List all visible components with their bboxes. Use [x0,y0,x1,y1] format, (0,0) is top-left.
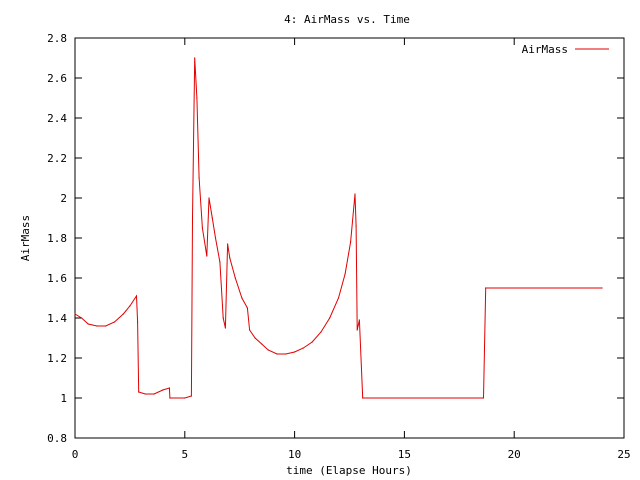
data-point [285,353,287,355]
data-point [302,347,304,349]
data-point [169,397,171,399]
data-point [135,295,138,297]
data-point [196,97,198,99]
y-axis: 0.8 1 1.2 1.4 1.6 1.8 2 2.2 2.4 2.6 2.8 [47,32,624,445]
data-point [362,397,364,399]
data-point [122,313,124,315]
y-tick-label: 1.2 [47,352,67,365]
data-point [162,389,164,391]
x-tick-label: 10 [288,448,301,461]
y-axis-label: AirMass [19,215,32,261]
data-point [168,387,170,389]
series-points-airmass [74,57,603,399]
x-axis: 0 5 10 15 20 25 [72,38,631,461]
y-tick-label: 2 [60,192,67,205]
data-point [129,305,131,307]
x-tick-label: 15 [398,448,411,461]
y-tick-label: 1 [60,392,67,405]
data-point [138,391,140,393]
data-point [344,273,346,275]
data-point [267,349,269,351]
data-point [358,319,360,321]
legend: AirMass [522,43,609,56]
data-point [81,317,83,319]
data-point [356,329,358,331]
data-point [482,397,485,399]
data-point [219,261,221,263]
data-point [144,393,146,395]
chart-title: 4: AirMass vs. Time [284,13,410,26]
data-point [87,323,89,325]
data-point [74,313,76,315]
legend-label-airmass: AirMass [522,43,568,56]
y-tick-label: 1.6 [47,272,67,285]
plot-frame [74,37,625,439]
data-point [249,329,251,331]
data-point [350,241,352,243]
data-point [254,337,256,339]
x-tick-label: 25 [617,448,630,461]
y-tick-label: 1.8 [47,232,67,245]
y-tick-label: 2.4 [47,112,67,125]
x-axis-label: time (Elapse Hours) [286,464,412,477]
data-point [201,227,203,229]
data-point [294,351,296,353]
y-tick-label: 2.2 [47,152,67,165]
x-tick-label: 5 [181,448,188,461]
data-point [276,353,278,355]
data-point [191,217,194,219]
data-point [234,277,236,279]
data-point [355,225,357,227]
x-tick-label: 20 [508,448,521,461]
data-point [206,255,208,257]
data-point [96,325,98,327]
data-point [214,237,217,239]
data-point [320,331,322,333]
data-point [354,193,356,195]
data-point [329,317,331,319]
x-tick-label: 0 [72,448,79,461]
data-point [224,327,226,329]
data-point [208,197,210,199]
data-point [194,57,196,59]
y-tick-label: 2.6 [47,72,67,85]
data-point [153,393,155,395]
data-point [311,341,313,343]
y-tick-label: 1.4 [47,312,67,325]
data-point [241,297,243,299]
data-point [485,287,487,289]
data-point [337,297,340,299]
data-point [113,321,116,323]
data-point [198,177,200,179]
data-point [105,325,107,327]
data-point [601,287,603,289]
data-point [222,317,224,319]
data-point [184,397,186,399]
data-point [190,395,192,397]
data-point [229,257,231,259]
series-line-airmass [74,57,602,399]
y-tick-label: 0.8 [47,432,67,445]
data-point [211,217,213,219]
y-tick-label: 2.8 [47,32,67,45]
data-point [246,307,248,309]
data-point [261,343,263,345]
data-point [137,321,139,323]
data-point [227,243,229,245]
